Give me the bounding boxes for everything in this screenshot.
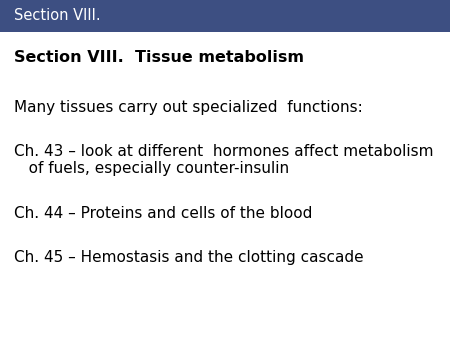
Text: Section VIII.  Tissue metabolism: Section VIII. Tissue metabolism — [14, 50, 304, 65]
Text: Ch. 43 – look at different  hormones affect metabolism: Ch. 43 – look at different hormones affe… — [14, 145, 433, 160]
Text: Section VIII.: Section VIII. — [14, 8, 101, 24]
Bar — [0, 0, 450, 32]
Text: Many tissues carry out specialized  functions:: Many tissues carry out specialized funct… — [14, 100, 363, 115]
Text: Ch. 44 – Proteins and cells of the blood: Ch. 44 – Proteins and cells of the blood — [14, 206, 312, 221]
Text: of fuels, especially counter-insulin: of fuels, especially counter-insulin — [14, 162, 289, 176]
Text: Ch. 45 – Hemostasis and the clotting cascade: Ch. 45 – Hemostasis and the clotting cas… — [14, 250, 364, 265]
